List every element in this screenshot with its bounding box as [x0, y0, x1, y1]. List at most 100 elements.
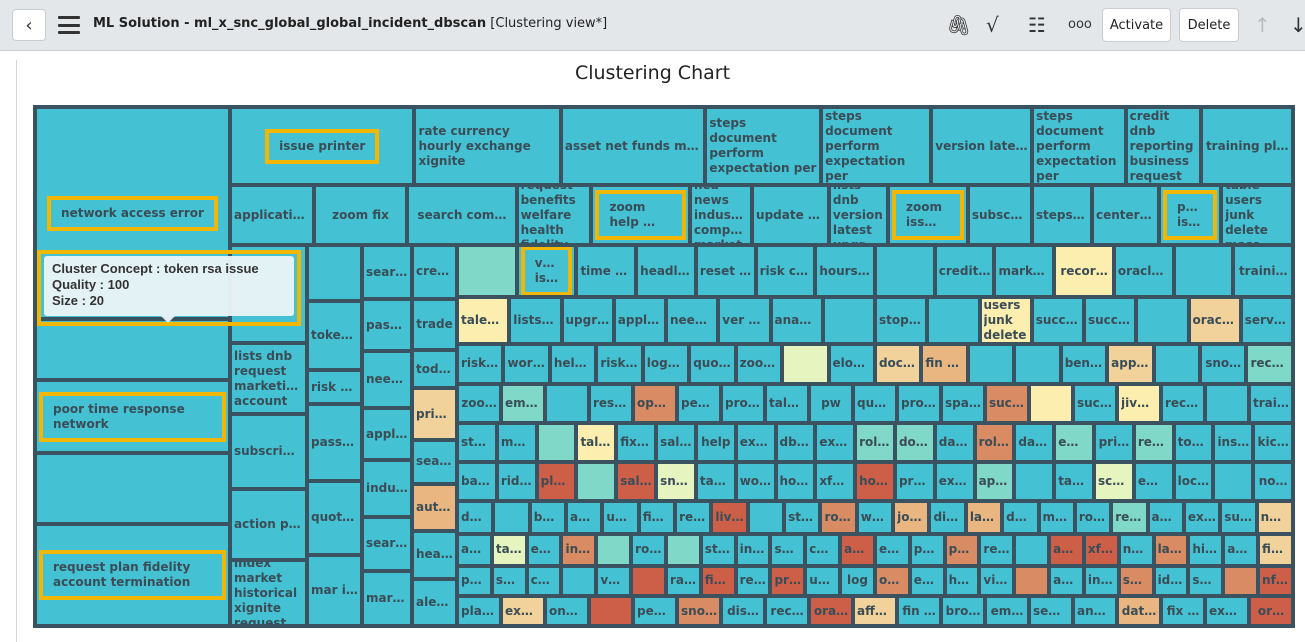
cluster-cell[interactable]: appli… [457, 533, 492, 566]
cluster-cell[interactable]: ora… [809, 596, 853, 626]
cluster-cell[interactable]: request benefits welfare health fidelity [516, 185, 592, 245]
cluster-cell[interactable]: lau… [965, 501, 1003, 534]
cluster-cell[interactable]: loggi… [642, 343, 690, 384]
cluster-cell[interactable]: sno… [677, 596, 721, 626]
back-button[interactable]: ‹ [12, 9, 46, 41]
cluster-cell[interactable]: auto… [412, 484, 457, 531]
cluster-cell[interactable]: toda… [412, 350, 457, 389]
cluster-cell[interactable]: indus… [362, 459, 412, 518]
cluster-cell[interactable]: open… [633, 383, 677, 424]
cluster-cell[interactable]: help v… [549, 343, 597, 384]
cluster-cell[interactable]: rec… [979, 533, 1015, 566]
cluster-cell[interactable]: inv… [1083, 565, 1119, 597]
cluster-cell[interactable]: hir… [1188, 533, 1224, 566]
cluster-cell[interactable]: rat… [665, 565, 701, 597]
cluster-cell[interactable]: step… [457, 423, 497, 462]
cluster-cell[interactable]: searc… [362, 517, 412, 571]
cluster-cell[interactable]: risk c… [457, 343, 504, 384]
cluster-cell[interactable]: em… [1054, 423, 1094, 462]
cluster-cell[interactable]: time ap… [576, 245, 637, 298]
cluster-cell[interactable]: provi… [721, 383, 765, 424]
cluster-cell[interactable]: pw [809, 383, 853, 424]
cluster-cell[interactable]: sno… [770, 533, 806, 566]
delete-button[interactable]: Delete [1179, 8, 1239, 42]
cluster-cell[interactable]: hours c… [815, 245, 876, 298]
cluster-cell[interactable]: un… [805, 565, 841, 597]
cluster-cell[interactable]: hea news industry company market [689, 185, 753, 245]
cluster-cell[interactable]: kic… [1253, 423, 1294, 462]
cluster-cell[interactable]: hea … [412, 531, 457, 579]
cluster-cell[interactable]: aff… [1049, 533, 1084, 566]
cluster-cell[interactable]: pri… [1094, 423, 1134, 462]
cluster-cell[interactable]: ho… [944, 565, 980, 597]
cluster-cell[interactable]: role… [974, 423, 1015, 462]
cluster-cell[interactable]: appl… [974, 461, 1015, 502]
cluster-cell[interactable]: steps document perform expectation per [705, 107, 822, 185]
cluster-cell[interactable]: ret… [675, 501, 712, 534]
cluster-cell[interactable]: eloq… [828, 343, 875, 384]
cluster-cell[interactable]: need … [362, 351, 412, 409]
cluster-cell[interactable] [747, 501, 785, 534]
cluster-cell[interactable]: tax … [491, 533, 527, 566]
cluster-cell[interactable]: wor… [735, 461, 776, 502]
activity-icon[interactable]: √ [986, 13, 999, 37]
cluster-cell[interactable]: ste… [784, 501, 821, 534]
cluster-cell[interactable] [561, 565, 597, 597]
cluster-cell[interactable]: taleo o… [457, 297, 510, 344]
cluster-cell[interactable]: need h… [666, 297, 719, 344]
cluster-cell[interactable] [967, 343, 1015, 384]
cluster-cell[interactable]: rol… [1074, 501, 1112, 534]
cluster-cell[interactable]: affe… [853, 596, 897, 626]
cluster-cell[interactable]: lists d… [509, 297, 562, 344]
cluster-cell[interactable]: center fi… [1092, 185, 1159, 245]
cluster-cell[interactable]: em… [985, 596, 1029, 626]
cluster-cell[interactable]: db is… [457, 501, 494, 534]
cluster-cell[interactable]: headlin… [636, 245, 696, 298]
cluster-cell[interactable] [576, 461, 617, 502]
cluster-cell[interactable]: mar in… [307, 555, 362, 626]
cluster-cell[interactable]: ema… [1133, 461, 1174, 502]
cluster-cell[interactable]: traini… [1233, 245, 1294, 298]
cluster-cell[interactable]: subscripti… [230, 414, 307, 489]
cluster-cell[interactable]: xfor… [815, 461, 856, 502]
cluster-cell[interactable]: print… [412, 388, 457, 440]
cluster-cell[interactable]: aff… [840, 533, 875, 566]
cluster-cell[interactable]: pro… [894, 461, 935, 502]
cluster-cell[interactable]: token … [307, 301, 362, 371]
cluster-cell[interactable]: suc… [1220, 501, 1257, 534]
cluster-cell[interactable]: request plan fidelity account terminatio… [35, 523, 230, 626]
cluster-cell[interactable]: alert … [412, 578, 457, 627]
cluster-cell[interactable]: ana… [1147, 501, 1184, 534]
cluster-cell[interactable]: bro… [941, 596, 985, 626]
cluster-cell[interactable]: anapla… [770, 297, 823, 344]
cluster-cell[interactable] [596, 533, 632, 566]
cluster-cell[interactable]: recor… [1054, 245, 1114, 298]
cluster-cell[interactable]: succe… [1031, 297, 1084, 344]
cluster-cell[interactable] [589, 596, 633, 626]
cluster-cell[interactable]: zoom fix [313, 185, 408, 245]
cluster-cell[interactable]: passco… [307, 404, 362, 481]
cluster-cell[interactable]: role… [855, 423, 895, 462]
more-icon[interactable]: ooo [1068, 17, 1092, 32]
cluster-cell[interactable]: ex… [909, 565, 945, 597]
cluster-cell[interactable]: oracl… [1188, 297, 1241, 344]
cluster-cell[interactable]: work … [503, 343, 550, 384]
cluster-cell[interactable]: xfo… [1083, 533, 1119, 566]
cluster-cell[interactable] [1014, 461, 1055, 502]
cluster-cell[interactable]: reco… [1246, 343, 1293, 384]
cluster-cell[interactable]: not… [1256, 501, 1293, 534]
cluster-cell[interactable] [631, 565, 666, 597]
cluster-cell[interactable]: help [695, 423, 736, 462]
cluster-cell[interactable] [1213, 461, 1254, 502]
cluster-cell[interactable]: reco… [1161, 383, 1205, 424]
cluster-cell[interactable]: dat… [934, 423, 975, 462]
cluster-cell[interactable]: ver he… [718, 297, 771, 344]
cluster-cell[interactable]: rol… [820, 501, 857, 534]
cluster-cell[interactable]: print issue [1159, 185, 1222, 245]
cluster-cell[interactable]: docu… [894, 423, 935, 462]
cluster-cell[interactable]: quotes… [307, 480, 362, 556]
cluster-cell[interactable]: sno… [1200, 343, 1247, 384]
cluster-cell[interactable]: peop… [677, 383, 721, 424]
cluster-cell[interactable]: sem… [1029, 596, 1073, 626]
cluster-cell[interactable]: action pla… [230, 488, 307, 561]
